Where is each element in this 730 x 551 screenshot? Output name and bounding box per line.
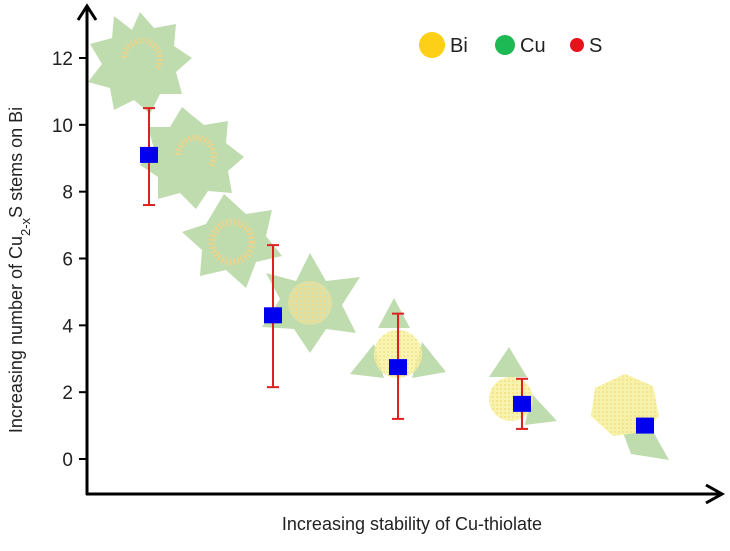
y-tick-label: 0 — [62, 450, 73, 471]
y-tick-label: 6 — [62, 250, 73, 271]
nanostructure-illustrations — [88, 12, 669, 460]
y-tick-label: 4 — [62, 316, 73, 337]
axes — [76, 3, 726, 505]
data-point — [636, 417, 654, 434]
legend-label: Bi — [450, 35, 468, 57]
square-marker — [264, 307, 282, 324]
y-tick-label: 8 — [62, 183, 73, 204]
legend: Bi Cu S — [419, 32, 602, 58]
nanostructure-12-stems — [88, 12, 192, 114]
legend-cu-dot-icon — [495, 35, 515, 55]
data-point — [140, 107, 158, 207]
y-axis-title: Increasing number of Cu2-xS stems on Bi — [6, 107, 33, 433]
y-ticks: 0 2 4 6 8 10 12 — [52, 49, 87, 471]
nanostructure-1-stem — [591, 374, 669, 460]
nanostructure-6-stems — [182, 194, 282, 288]
square-marker — [389, 359, 407, 376]
square-marker — [636, 417, 654, 434]
legend-label: Cu — [520, 35, 546, 57]
x-axis-title: Increasing stability of Cu-thiolate — [282, 514, 542, 534]
legend-label: S — [589, 35, 602, 57]
data-series — [140, 107, 654, 434]
square-marker — [140, 146, 158, 163]
square-marker — [513, 395, 531, 412]
x-axis-arrow-icon — [705, 483, 726, 505]
y-tick-label: 2 — [62, 383, 73, 404]
legend-bi-dot-icon — [419, 32, 445, 58]
data-point — [389, 312, 407, 420]
legend-s-dot-icon — [570, 38, 584, 52]
y-axis-arrow-icon — [76, 3, 98, 21]
y-tick-label: 12 — [52, 49, 73, 70]
data-point — [513, 377, 531, 430]
nanostructure-5-stems — [262, 253, 360, 353]
y-tick-label: 10 — [52, 116, 73, 137]
nanostructure-10-stems — [140, 107, 244, 209]
data-point — [264, 244, 282, 389]
